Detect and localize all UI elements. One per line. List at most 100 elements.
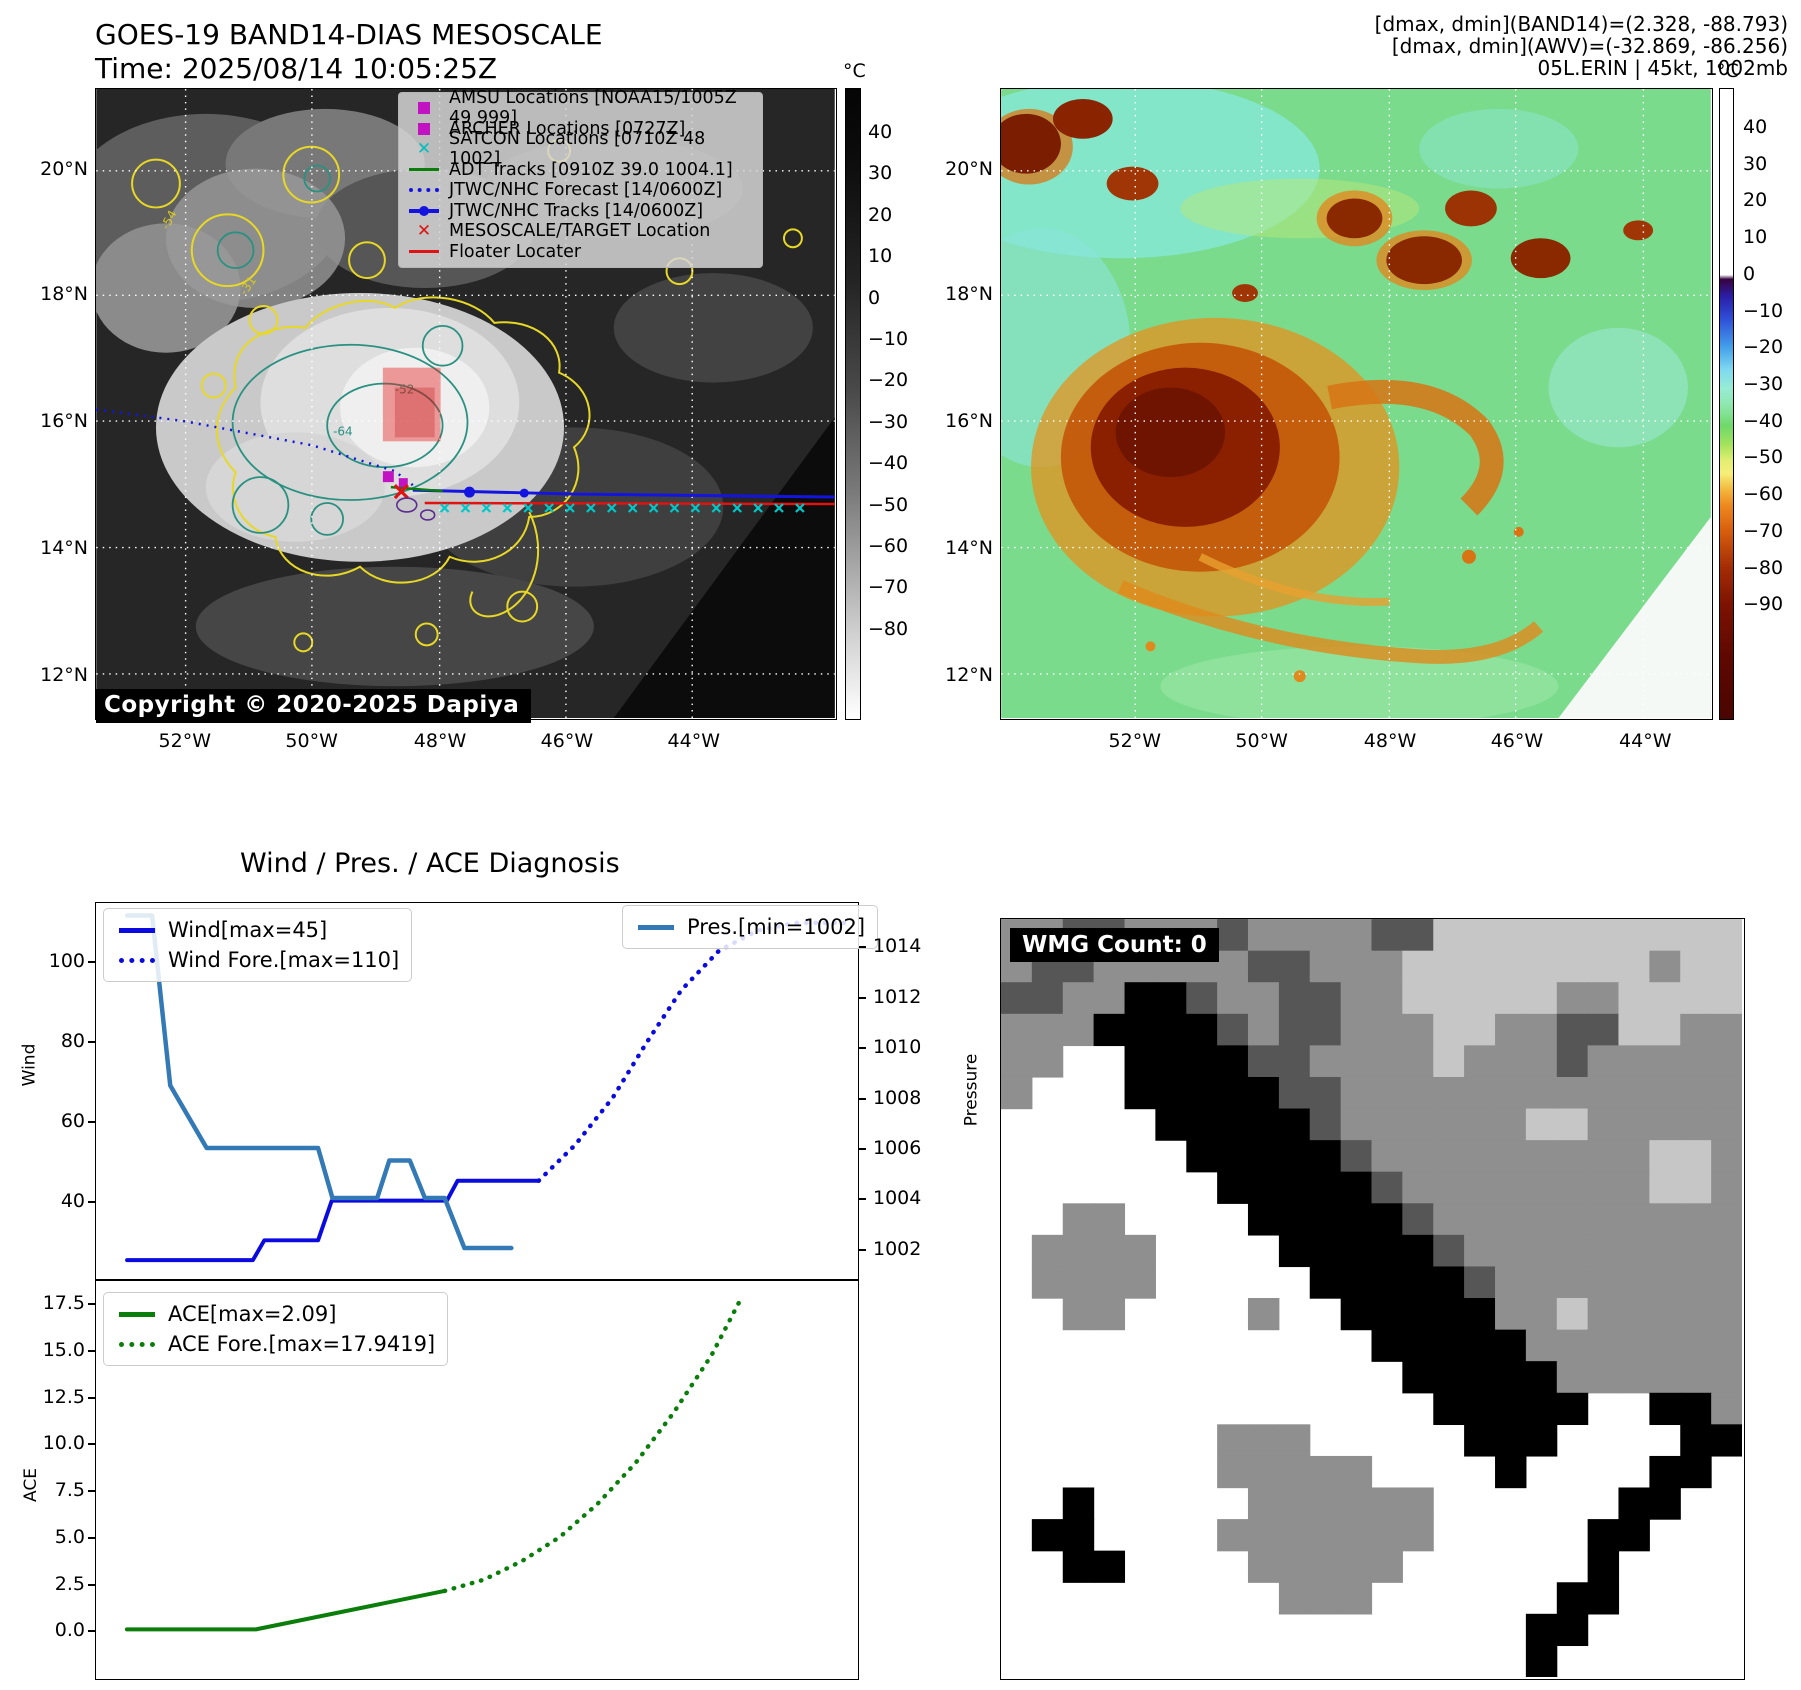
satcon-markers	[439, 503, 805, 513]
wind_pres-ytickmark	[859, 1198, 866, 1201]
legend-item: AMSU Locations [NOAA15/1005Z 49 999]	[407, 88, 752, 128]
wind-legend: Wind[max=45] Wind Fore.[max=110]	[103, 908, 413, 982]
awv-lat-label: 12°N	[945, 663, 993, 686]
wind_pres-ytickmark	[88, 1041, 95, 1043]
storm-id-intensity: 05L.ERIN | 45kt, 1002mb	[1537, 56, 1788, 80]
amsu-marker	[382, 471, 394, 483]
legend-item: ACE[max=2.09]	[116, 1299, 435, 1329]
legend-item: Pres.[min=1002]	[635, 912, 865, 942]
awv-lat-label: 16°N	[945, 409, 993, 432]
legend-item-label: ARCHER Locations [0727Z]	[449, 118, 686, 139]
awv-colorbar-tick: 0	[1743, 262, 1756, 285]
ace-ytickmark	[88, 1350, 95, 1353]
ace-ytick: 17.5	[42, 1292, 85, 1315]
legend-item: Floater Locater	[407, 242, 752, 263]
awv-colorbar-tick: 30	[1743, 152, 1768, 175]
line-marker-icon	[635, 924, 677, 930]
dotted-line-icon	[116, 1341, 158, 1347]
ace-ytick: 2.5	[54, 1572, 85, 1595]
band14-colorbar-tick: 30	[868, 162, 893, 185]
graticule	[1001, 89, 1711, 718]
ace-ytick: 7.5	[54, 1479, 85, 1502]
wind_pres-ytickmark	[859, 946, 866, 949]
mesoscale-target-box	[382, 367, 441, 442]
band14-lon-label: 44°W	[667, 730, 721, 752]
ace-ytickmark	[88, 1396, 95, 1399]
wind_pres-ytick-right: 1008	[873, 1086, 922, 1109]
band14-map: -54 -31 -64 -52	[95, 88, 837, 720]
wind_pres-ytickmark	[859, 1248, 866, 1251]
band14-lat-label: 20°N	[40, 158, 88, 181]
line-marker-icon	[116, 927, 158, 933]
awv-lat-label: 14°N	[945, 536, 993, 559]
band14-colorbar-tick: −70	[868, 576, 909, 599]
awv-lon-label: 52°W	[1108, 730, 1161, 752]
band14-lon-label: 52°W	[158, 730, 212, 752]
awv-colorbar-tick: −20	[1743, 336, 1784, 359]
x-marker-icon: ✕	[416, 221, 432, 242]
dmax-dmin-band14: [dmax, dmin](BAND14)=(2.328, -88.793)	[1374, 12, 1788, 36]
band14-colorbar-tick: −80	[868, 617, 909, 640]
band14-lat-label: 18°N	[40, 283, 88, 306]
awv-satellite-image	[1001, 89, 1711, 718]
ace-ytickmark	[88, 1303, 95, 1306]
legend-item-label: MESOSCALE/TARGET Location	[449, 221, 711, 242]
wind_pres-ytickmark	[859, 1147, 866, 1150]
awv-colorbar-unit: °C	[1716, 60, 1739, 82]
storm-tracks	[96, 367, 835, 521]
band14-colorbar-tick: 40	[868, 120, 893, 143]
contour-label: -64	[333, 424, 352, 438]
ace-ytick: 10.0	[42, 1432, 85, 1455]
awv-lon-label: 46°W	[1490, 730, 1544, 752]
legend-item-label: JTWC/NHC Forecast [14/0600Z]	[449, 180, 723, 201]
awv-colorbar-tick: −60	[1743, 483, 1784, 506]
band14-colorbar-unit: °C	[843, 60, 866, 82]
awv-colorbar-tick: −70	[1743, 519, 1784, 542]
legend-item: Wind[max=45]	[116, 915, 399, 945]
ace-ytickmark	[88, 1536, 95, 1539]
wind_pres-ytickmark	[859, 1047, 866, 1050]
wind_pres-ytick-right: 1014	[873, 935, 922, 958]
legend-item: Wind Fore.[max=110]	[116, 945, 399, 975]
line-dot-icon	[407, 205, 441, 216]
legend-item-label: ACE Fore.[max=17.9419]	[168, 1332, 436, 1356]
square-marker-icon	[407, 102, 441, 115]
legend-item-label: Wind Fore.[max=110]	[168, 948, 400, 972]
ace-ytick: 0.0	[54, 1619, 85, 1642]
archer-marker	[398, 478, 408, 488]
band14-timestamp: Time: 2025/08/14 10:05:25Z	[95, 52, 498, 85]
legend-item-label: AMSU Locations [NOAA15/1005Z 49 999]	[449, 88, 737, 129]
band14-lat-label: 12°N	[40, 663, 88, 686]
awv-colorbar-tick: −80	[1743, 556, 1784, 579]
no-data-wedge	[1558, 516, 1711, 718]
awv-colorbar-tick: 20	[1743, 189, 1768, 212]
copyright-watermark: Copyright © 2020-2025 Dapiya	[96, 689, 532, 723]
wind_pres-ytickmark	[859, 996, 866, 999]
legend-item-label: Pres.[min=1002]	[687, 915, 866, 939]
ace-ytickmark	[88, 1583, 95, 1586]
legend-item-label: ADT Tracks [0910Z 39.0 1004.1]	[449, 159, 733, 180]
ace-ytick: 12.5	[42, 1385, 85, 1408]
wind_pres-ytickmark	[88, 961, 95, 963]
wind_pres-ytick-right: 1010	[873, 1036, 922, 1059]
wind_pres-ytick: 80	[60, 1030, 85, 1052]
band14-map-legend: AMSU Locations [NOAA15/1005Z 49 999] ARCH…	[398, 88, 763, 268]
awv-lat-label: 20°N	[945, 158, 993, 181]
band14-lon-label: 50°W	[285, 730, 338, 752]
ace-ytickmark	[88, 1490, 95, 1493]
band14-lon-label: 46°W	[540, 730, 594, 752]
line-marker-icon	[407, 168, 441, 172]
legend-item: JTWC/NHC Tracks [14/0600Z]	[407, 201, 752, 222]
ace-ytick: 15.0	[42, 1339, 85, 1362]
band14-colorbar-tick: −50	[868, 493, 909, 516]
ace-legend: ACE[max=2.09] ACE Fore.[max=17.9419]	[103, 1292, 449, 1366]
legend-item: ✕ MESOSCALE/TARGET Location	[407, 221, 752, 242]
dmax-dmin-awv: [dmax, dmin](AWV)=(-32.869, -86.256)	[1391, 34, 1788, 58]
ace-ytick: 5.0	[54, 1525, 85, 1548]
ace-ytickmark	[88, 1630, 95, 1633]
legend-item-label: JTWC/NHC Tracks [14/0600Z]	[449, 200, 704, 221]
warm-cloud-blobs	[1001, 98, 1654, 302]
wind_pres-ytick: 40	[60, 1190, 85, 1212]
purple-contours	[396, 497, 436, 521]
legend-item: ARCHER Locations [0727Z]	[407, 119, 752, 140]
